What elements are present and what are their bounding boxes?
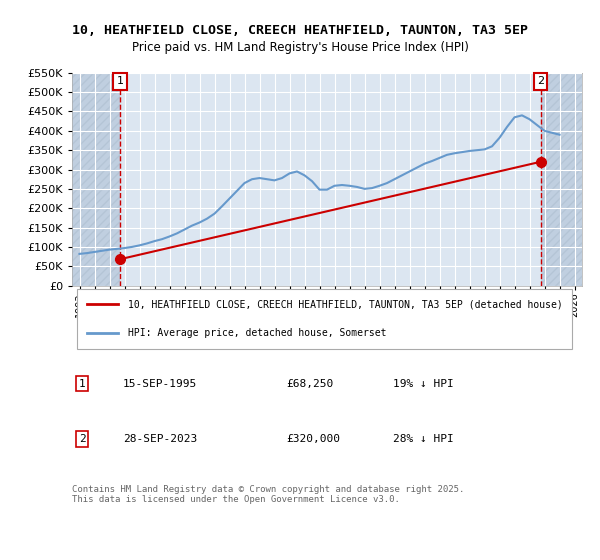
Text: Contains HM Land Registry data © Crown copyright and database right 2025.
This d: Contains HM Land Registry data © Crown c… <box>72 485 464 505</box>
Bar <box>72 73 120 286</box>
Text: £320,000: £320,000 <box>286 434 340 444</box>
Text: 28% ↓ HPI: 28% ↓ HPI <box>394 434 454 444</box>
Bar <box>541 73 582 286</box>
Text: 15-SEP-1995: 15-SEP-1995 <box>123 379 197 389</box>
Text: HPI: Average price, detached house, Somerset: HPI: Average price, detached house, Some… <box>128 328 386 338</box>
Text: 1: 1 <box>79 379 86 389</box>
Text: 2: 2 <box>537 76 544 86</box>
Text: 1: 1 <box>116 76 124 86</box>
Text: 2: 2 <box>79 434 86 444</box>
Text: 19% ↓ HPI: 19% ↓ HPI <box>394 379 454 389</box>
Text: 28-SEP-2023: 28-SEP-2023 <box>123 434 197 444</box>
Text: Price paid vs. HM Land Registry's House Price Index (HPI): Price paid vs. HM Land Registry's House … <box>131 41 469 54</box>
Text: 10, HEATHFIELD CLOSE, CREECH HEATHFIELD, TAUNTON, TA3 5EP (detached house): 10, HEATHFIELD CLOSE, CREECH HEATHFIELD,… <box>128 300 563 310</box>
FancyBboxPatch shape <box>77 289 572 349</box>
Text: £68,250: £68,250 <box>286 379 334 389</box>
Bar <box>72 73 120 286</box>
Bar <box>541 73 582 286</box>
Text: 10, HEATHFIELD CLOSE, CREECH HEATHFIELD, TAUNTON, TA3 5EP: 10, HEATHFIELD CLOSE, CREECH HEATHFIELD,… <box>72 24 528 38</box>
